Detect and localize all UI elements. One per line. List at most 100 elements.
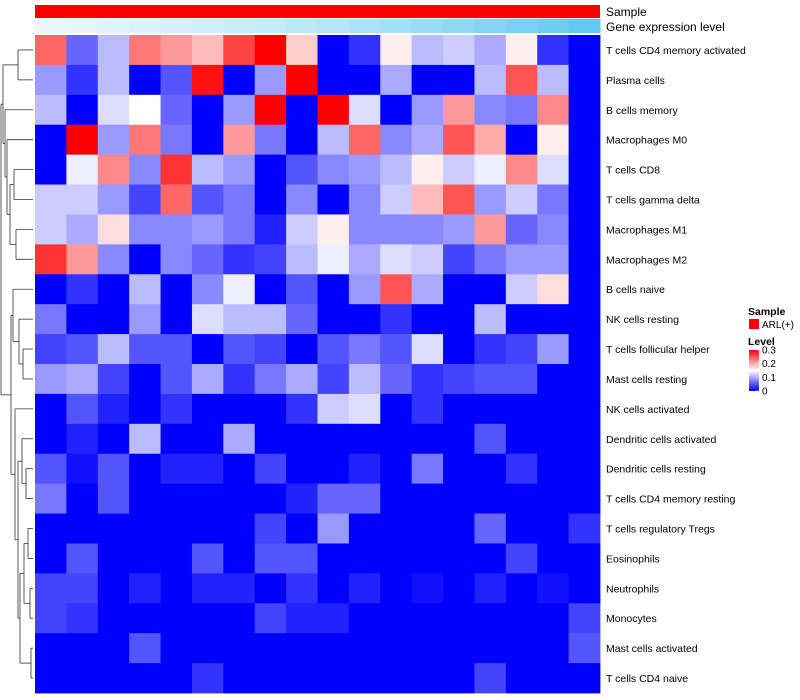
heatmap-cell: [568, 364, 601, 395]
heatmap-cell: [35, 603, 67, 634]
heatmap-cell: [160, 244, 193, 275]
heatmap-cell: [537, 214, 570, 245]
legend-sample-title: Sample: [748, 306, 786, 318]
heatmap-cell: [411, 513, 444, 544]
heatmap-cell: [537, 393, 570, 425]
heatmap-cell: [223, 633, 256, 664]
heatmap-cell: [129, 334, 161, 365]
heatmap-cell: [380, 244, 413, 275]
heatmap-cell: [66, 154, 99, 185]
heatmap-cell: [317, 35, 350, 66]
heatmap-cell: [443, 423, 475, 455]
heatmap-cell: [191, 274, 224, 305]
heatmap-cell: [191, 334, 224, 365]
heatmap-cell: [474, 543, 507, 574]
row-label: Macrophages M1: [606, 224, 687, 236]
heatmap-cell: [223, 543, 256, 574]
heatmap-cell: [97, 513, 130, 544]
heatmap-cell: [317, 94, 350, 126]
heatmap-cell: [348, 334, 381, 365]
heatmap-cell: [568, 453, 601, 485]
heatmap-cell: [129, 364, 161, 395]
heatmap-cell: [380, 184, 413, 215]
heatmap-cell: [191, 543, 224, 574]
heatmap-cell: [160, 154, 193, 185]
heatmap-cell: [191, 423, 224, 455]
heatmap-cell: [160, 304, 193, 335]
heatmap-cell: [380, 543, 413, 574]
heatmap-cell: [66, 214, 99, 245]
row-labels: T cells CD4 memory activated Plasma cells…: [606, 45, 746, 685]
heatmap-cell: [97, 423, 130, 455]
heatmap-cell: [129, 423, 161, 455]
heatmap-cell: [223, 513, 256, 544]
heatmap-cell: [66, 334, 99, 365]
heatmap-cell: [317, 244, 350, 275]
heatmap-cell: [443, 304, 475, 335]
heatmap-cell: [380, 64, 413, 96]
heatmap-cell: [505, 513, 538, 544]
heatmap-cell: [348, 94, 381, 126]
sample-annotation-bar: [35, 5, 600, 18]
heatmap-cell: [223, 573, 256, 604]
heatmap-cell: [568, 214, 601, 245]
heatmap-cell: [443, 573, 475, 604]
heatmap-cells: [35, 35, 601, 694]
heatmap-cell: [443, 64, 475, 96]
gene-expression-annotation-cell: [160, 19, 193, 33]
heatmap-cell: [411, 364, 444, 395]
heatmap-cell: [286, 543, 318, 574]
heatmap-cell: [191, 393, 224, 425]
heatmap-cell: [129, 64, 161, 96]
heatmap-cell: [474, 274, 507, 305]
heatmap-cell: [317, 573, 350, 604]
heatmap-cell: [223, 274, 256, 305]
heatmap-cell: [97, 64, 130, 96]
heatmap-cell: [474, 214, 507, 245]
heatmap-cell: [317, 603, 350, 634]
heatmap-cell: [97, 633, 130, 664]
heatmap-cell: [160, 423, 193, 455]
heatmap-cell: [35, 513, 67, 544]
row-label: Mast cells resting: [606, 374, 687, 386]
heatmap-cell: [223, 304, 256, 335]
heatmap-cell: [443, 184, 475, 215]
heatmap-cell: [66, 423, 99, 455]
heatmap-cell: [411, 124, 444, 156]
heatmap-cell: [348, 513, 381, 544]
heatmap-cell: [286, 334, 318, 365]
heatmap-cell: [474, 64, 507, 96]
heatmap-cell: [254, 304, 287, 335]
heatmap-cell: [66, 64, 99, 96]
heatmap-cell: [97, 573, 130, 604]
heatmap-cell: [160, 453, 193, 485]
heatmap-cell: [286, 393, 318, 425]
heatmap-cell: [286, 573, 318, 604]
heatmap-cell: [380, 513, 413, 544]
heatmap-cell: [66, 274, 99, 305]
heatmap-cell: [191, 94, 224, 126]
heatmap-cell: [254, 423, 287, 455]
heatmap-cell: [474, 423, 507, 455]
heatmap-cell: [537, 543, 570, 574]
heatmap-cell: [35, 453, 67, 485]
heatmap-cell: [317, 364, 350, 395]
heatmap-cell: [348, 633, 381, 664]
heatmap-cell: [254, 603, 287, 634]
heatmap-cell: [505, 94, 538, 126]
heatmap-cell: [537, 573, 570, 604]
gene-expression-annotation-cell: [317, 19, 350, 33]
heatmap-cell: [97, 393, 130, 425]
sample-annotation-label: Sample: [606, 5, 647, 19]
heatmap-cell: [191, 483, 224, 514]
heatmap-cell: [35, 35, 67, 66]
row-label: Neutrophils: [606, 583, 659, 595]
heatmap-cell: [568, 393, 601, 425]
heatmap-cell: [129, 304, 161, 335]
heatmap-cell: [254, 184, 287, 215]
heatmap-cell: [411, 304, 444, 335]
heatmap-cell: [35, 124, 67, 156]
heatmap-cell: [254, 513, 287, 544]
heatmap-cell: [380, 214, 413, 245]
heatmap-cell: [411, 543, 444, 574]
